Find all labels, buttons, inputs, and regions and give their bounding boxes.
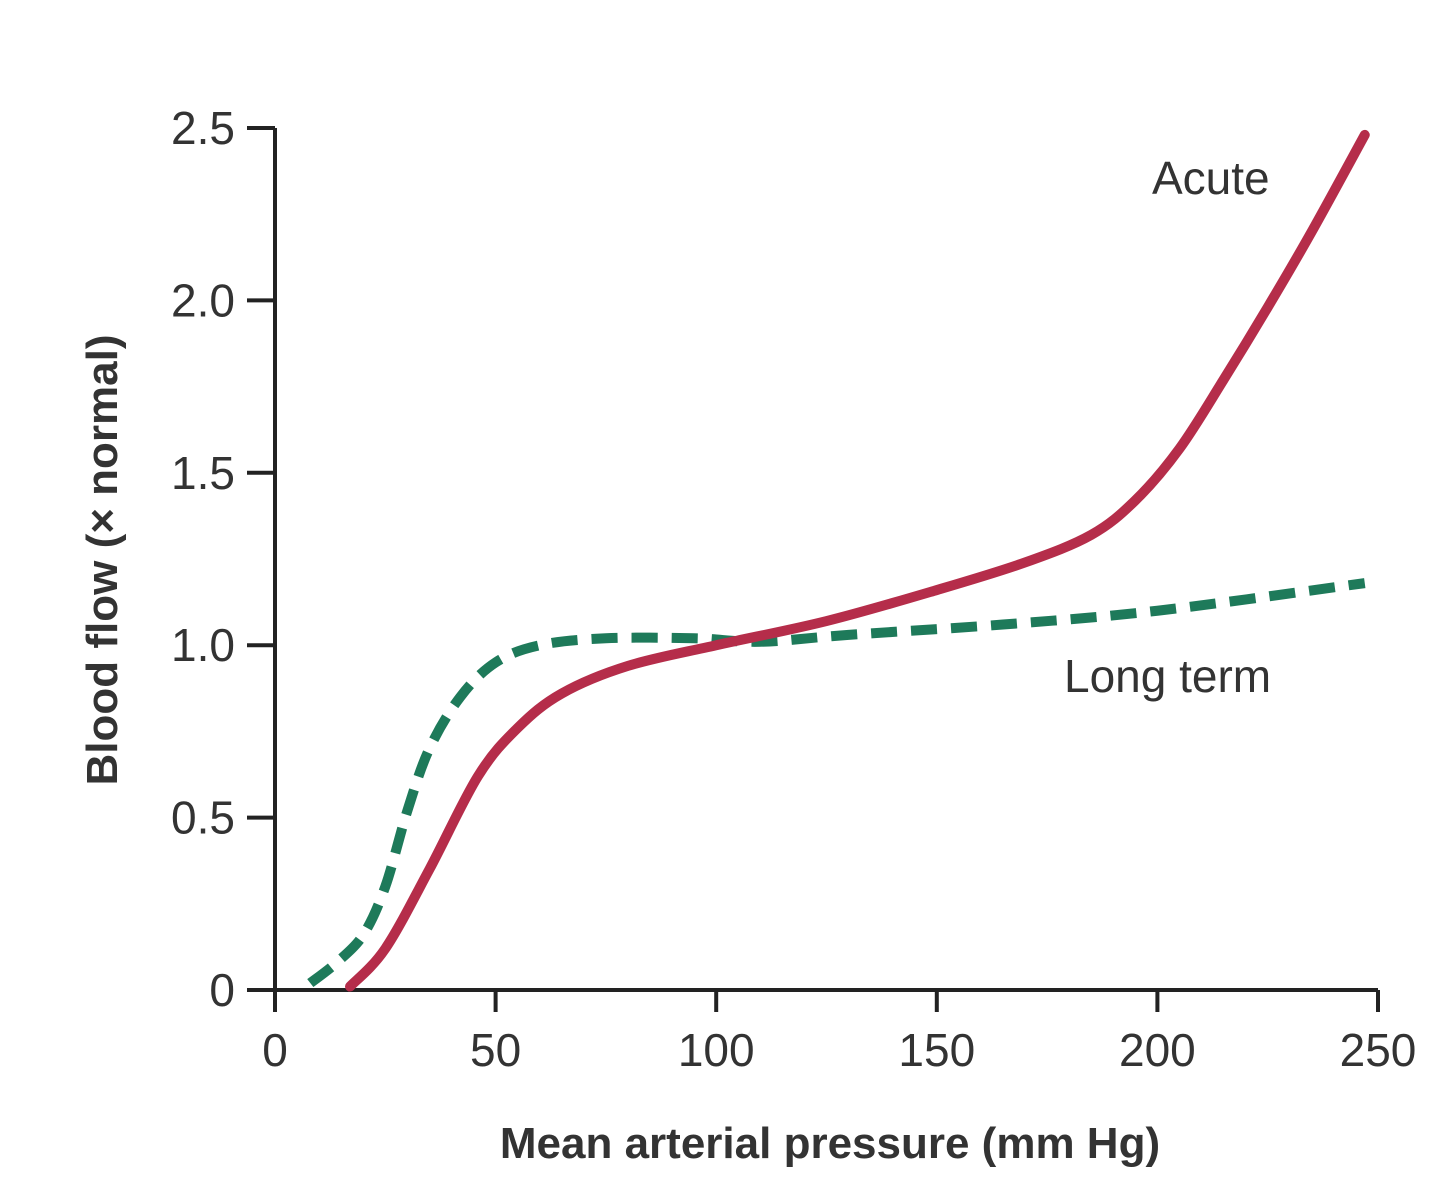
y-tick-label: 0 — [209, 964, 235, 1016]
series-line-long-term — [307, 578, 1366, 988]
x-tick-label: 50 — [470, 1024, 521, 1076]
x-tick-label: 150 — [898, 1024, 975, 1076]
y-tick-label: 2.5 — [171, 102, 235, 154]
x-tick-label: 0 — [262, 1024, 288, 1076]
series-label-acute: Acute — [1152, 152, 1270, 204]
y-tick-label: 2.0 — [171, 274, 235, 326]
y-axis-label: Blood flow (× normal) — [78, 335, 127, 786]
y-tick-label: 1.0 — [171, 619, 235, 671]
y-tick-label: 0.5 — [171, 792, 235, 844]
axes: 0 50 100 150 200 250 0 0.5 1.0 1.5 2.0 2.5 — [171, 102, 1416, 1076]
y-tick-label: 1.5 — [171, 447, 235, 499]
x-tick-label: 100 — [678, 1024, 755, 1076]
series-lines — [307, 129, 1370, 992]
x-tick-label: 200 — [1119, 1024, 1196, 1076]
x-tick-label: 250 — [1340, 1024, 1417, 1076]
x-axis-label: Mean arterial pressure (mm Hg) — [500, 1119, 1160, 1168]
series-label-long-term: Long term — [1064, 650, 1271, 702]
series-line-acute — [345, 129, 1370, 992]
